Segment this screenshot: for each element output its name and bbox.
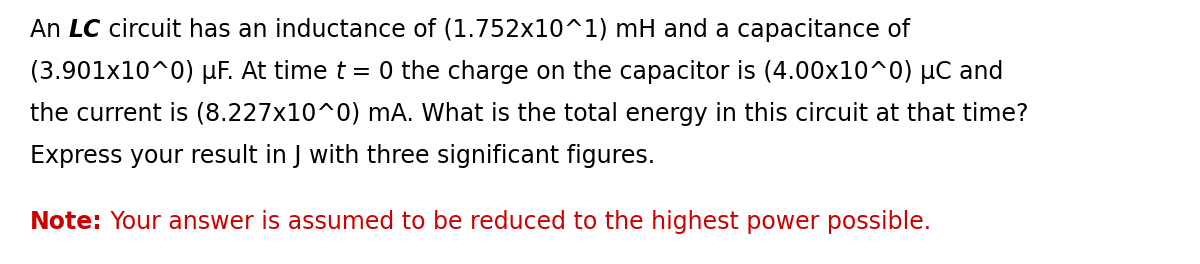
Text: the current is (8.227x10^0) mA. What is the total energy in this circuit at that: the current is (8.227x10^0) mA. What is … (30, 102, 1028, 126)
Text: (3.901x10^0) μF. At time: (3.901x10^0) μF. At time (30, 60, 335, 84)
Text: Note:: Note: (30, 210, 103, 234)
Text: LC: LC (68, 18, 101, 42)
Text: = 0 the charge on the capacitor is (4.00x10^0) μC and: = 0 the charge on the capacitor is (4.00… (344, 60, 1003, 84)
Text: t: t (335, 60, 344, 84)
Text: circuit has an inductance of (1.752x10^1) mH and a capacitance of: circuit has an inductance of (1.752x10^1… (101, 18, 910, 42)
Text: Your answer is assumed to be reduced to the highest power possible.: Your answer is assumed to be reduced to … (103, 210, 931, 234)
Text: An: An (30, 18, 68, 42)
Text: Express your result in J with three significant figures.: Express your result in J with three sign… (30, 144, 655, 168)
